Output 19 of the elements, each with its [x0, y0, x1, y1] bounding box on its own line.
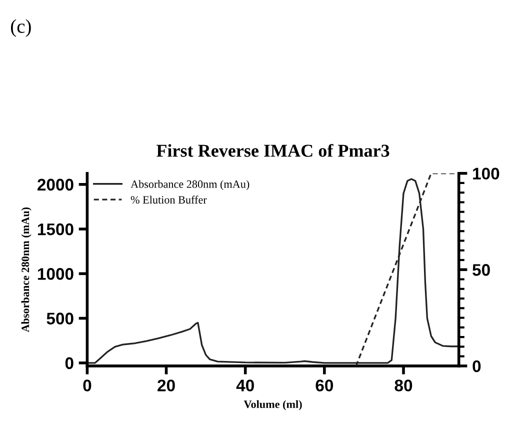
x-tick-label: 60	[316, 380, 333, 392]
x-axis-title: Volume (ml)	[244, 400, 302, 410]
y-tick-label: 2000	[38, 178, 74, 191]
text: (c)	[10, 19, 31, 37]
y-axis-title: Absorbance 280nm (mAu)	[21, 207, 32, 332]
legend-label: % Elution Buffer	[130, 196, 207, 204]
y2-tick-label: 0	[472, 360, 481, 372]
x-tick-label: 20	[158, 380, 175, 392]
y2-tick-label: 50	[472, 264, 490, 276]
legend-label: Absorbance 280nm (mAu)	[130, 180, 250, 190]
y2-tick-label: 100	[473, 168, 500, 180]
x-tick-label: 80	[394, 380, 412, 392]
chart-title: First Reverse IMAC of Pmar3	[156, 144, 390, 157]
y-tick-label: 0	[65, 357, 74, 370]
y-tick-label: 1000	[38, 268, 74, 280]
y-tick-label: 1500	[38, 223, 74, 236]
x-tick-label: 0	[83, 380, 92, 392]
y-tick-label: 500	[46, 312, 74, 324]
x-tick-label: 40	[236, 380, 254, 392]
